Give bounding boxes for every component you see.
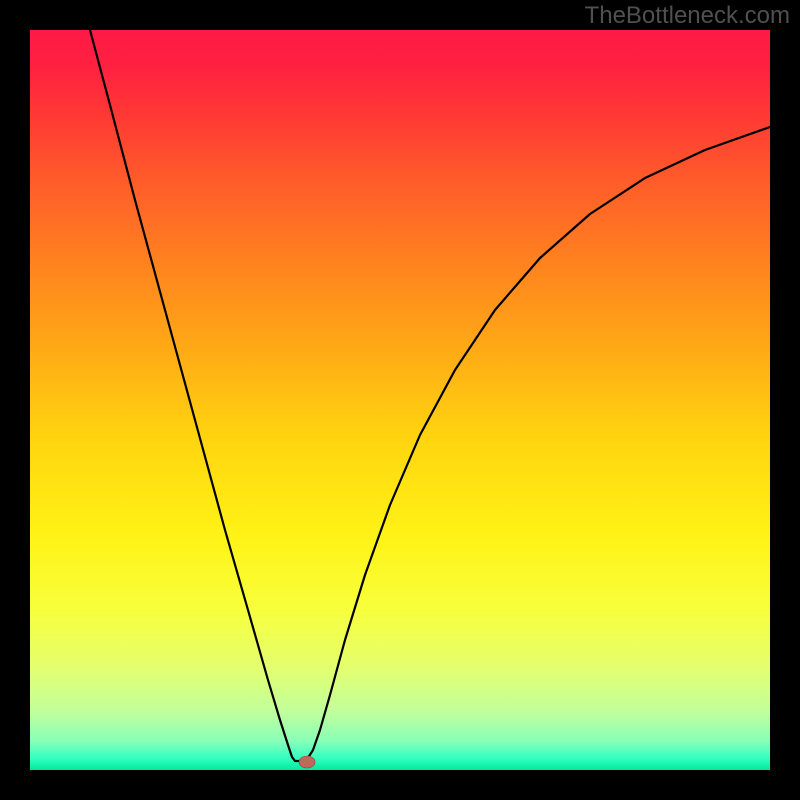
chart-svg (30, 30, 770, 770)
plot-area (30, 30, 770, 770)
curve-right-branch (306, 127, 770, 761)
min-marker (299, 756, 315, 768)
chart-frame: TheBottleneck.com (0, 0, 800, 800)
curve-left-branch (90, 30, 306, 761)
watermark-text: TheBottleneck.com (585, 2, 790, 30)
